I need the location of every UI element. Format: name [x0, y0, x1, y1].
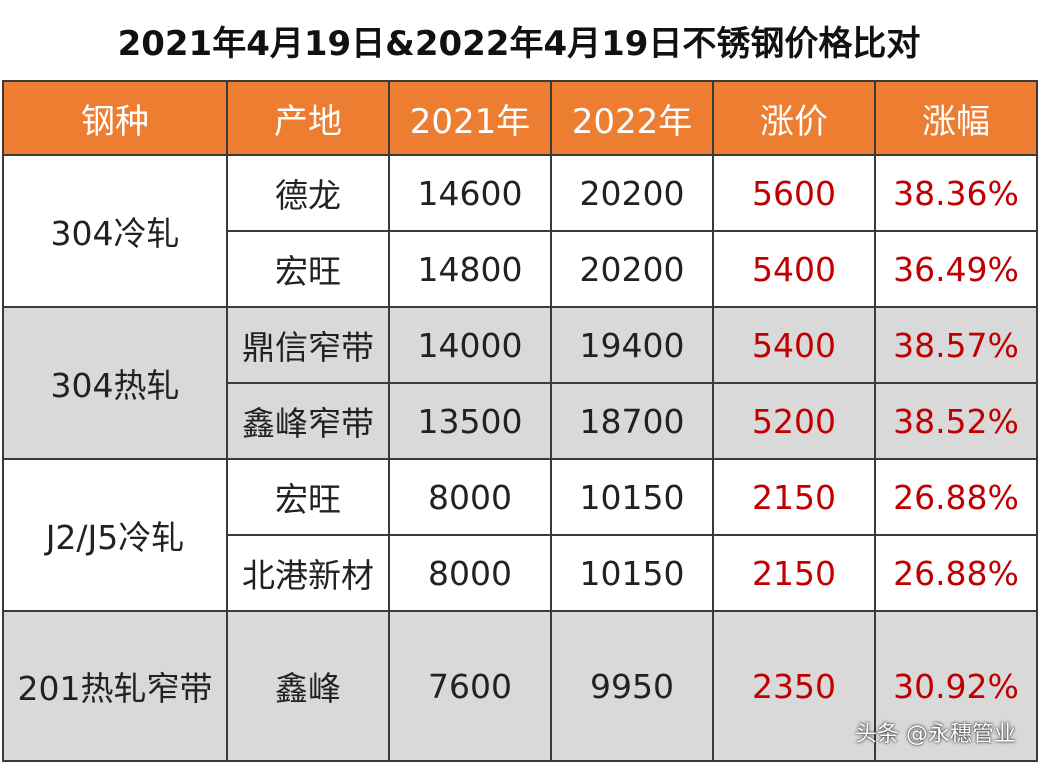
header-increase-rate: 涨幅: [874, 80, 1038, 156]
increase-rate-cell: 38.36%: [874, 154, 1038, 232]
origin-cell: 鑫峰: [226, 610, 390, 762]
steel-type-cell: 304热轧: [2, 306, 228, 460]
increase-cell: 2150: [712, 458, 876, 536]
price-2022-cell: 20200: [550, 230, 714, 308]
origin-cell: 鼎信窄带: [226, 306, 390, 384]
increase-rate-cell: 36.49%: [874, 230, 1038, 308]
table-row: 宏旺 14800 20200 5400 36.49%: [3, 230, 1038, 308]
increase-cell: 2350: [712, 610, 876, 762]
increase-rate-cell: 26.88%: [874, 534, 1038, 612]
steel-type-cell: 304冷轧: [2, 154, 228, 308]
increase-cell: 5600: [712, 154, 876, 232]
price-2021-cell: 14600: [388, 154, 552, 232]
header-price-2021: 2021年: [388, 80, 552, 156]
price-2022-cell: 10150: [550, 458, 714, 536]
price-2021-cell: 8000: [388, 534, 552, 612]
steel-type-cell: 201热轧窄带: [2, 610, 228, 762]
increase-cell: 5400: [712, 306, 876, 384]
price-2021-cell: 13500: [388, 382, 552, 460]
price-2021-cell: 14800: [388, 230, 552, 308]
increase-cell: 5200: [712, 382, 876, 460]
header-increase: 涨价: [712, 80, 876, 156]
watermark: 头条 @永穗管业: [855, 722, 1016, 747]
increase-rate-cell: 38.52%: [874, 382, 1038, 460]
table-row: 北港新材 8000 10150 2150 26.88%: [3, 534, 1038, 612]
price-2022-cell: 19400: [550, 306, 714, 384]
header-steel-type: 钢种: [2, 80, 228, 156]
table-row: 鑫峰窄带 13500 18700 5200 38.52%: [3, 382, 1038, 460]
increase-rate-cell: 30.92%: [874, 610, 1038, 762]
price-2021-cell: 14000: [388, 306, 552, 384]
header-row: 钢种 产地 2021年 2022年 涨价 涨幅: [2, 80, 1038, 156]
price-2021-cell: 8000: [388, 458, 552, 536]
price-2022-cell: 20200: [550, 154, 714, 232]
table-row: J2/J5冷轧 宏旺 8000 10150 2150 26.88%: [2, 458, 1038, 612]
header-price-2022: 2022年: [550, 80, 714, 156]
header-origin: 产地: [226, 80, 390, 156]
origin-cell: 德龙: [226, 154, 390, 232]
origin-cell: 鑫峰窄带: [226, 382, 390, 460]
price-comparison-table: 钢种 产地 2021年 2022年 涨价 涨幅 304冷轧 德龙 14600 2…: [2, 80, 1038, 766]
origin-cell: 北港新材: [226, 534, 390, 612]
steel-type-cell: J2/J5冷轧: [2, 458, 228, 612]
increase-cell: 2150: [712, 534, 876, 612]
price-2022-cell: 10150: [550, 534, 714, 612]
origin-cell: 宏旺: [226, 230, 390, 308]
table-row: 304热轧 鼎信窄带 14000 19400 5400 38.57%: [2, 306, 1038, 460]
increase-rate-cell: 38.57%: [874, 306, 1038, 384]
price-2022-cell: 18700: [550, 382, 714, 460]
increase-cell: 5400: [712, 230, 876, 308]
origin-cell: 宏旺: [226, 458, 390, 536]
table-title: 2021年4月19日&2022年4月19日不锈钢价格比对: [117, 23, 921, 64]
price-2021-cell: 7600: [388, 610, 552, 762]
price-2022-cell: 9950: [550, 610, 714, 762]
increase-rate-cell: 26.88%: [874, 458, 1038, 536]
table-row: 201热轧窄带 鑫峰 7600 9950 2350 30.92%: [2, 610, 1038, 762]
table-row: 304冷轧 德龙 14600 20200 5600 38.36%: [2, 154, 1038, 308]
